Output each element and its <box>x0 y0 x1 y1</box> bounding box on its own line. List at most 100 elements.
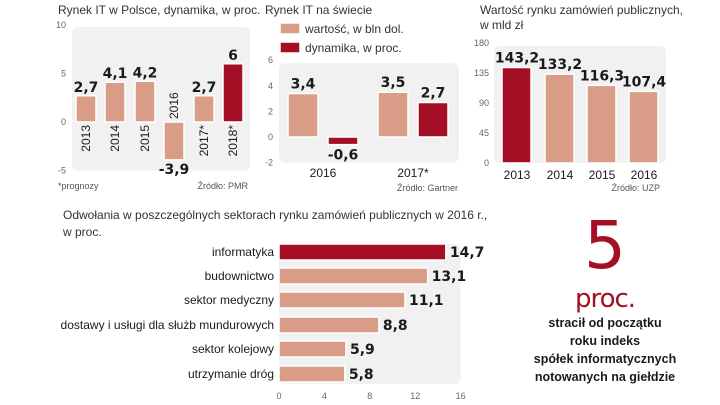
category-label: budownictwo <box>205 269 275 283</box>
data-label: 8,8 <box>383 318 408 334</box>
y-tick-label: 10 <box>56 20 66 30</box>
x-tick-label: 2015 <box>589 168 616 182</box>
y-tick-label: 90 <box>479 98 489 108</box>
y-tick-label: -5 <box>58 166 66 176</box>
category-label: informatyka <box>212 245 274 259</box>
data-label: 6 <box>228 48 238 64</box>
callout: 5 proc. stracił od początku roku indeks … <box>520 212 690 386</box>
category-label: sektor kolejowy <box>192 342 274 356</box>
x-tick-label: 2013 <box>504 168 531 182</box>
x-tick-label: 12 <box>410 391 420 401</box>
bar <box>544 73 575 164</box>
legend-label: wartość, w bln dol. <box>304 22 404 36</box>
y-tick-label: 0 <box>61 117 66 127</box>
chart-title: w mld zł <box>479 18 524 32</box>
data-label: 133,2 <box>538 57 582 73</box>
category-label: dostawy i usługi dla służb mundurowych <box>61 318 274 332</box>
bar <box>327 136 359 146</box>
y-tick-label: -2 <box>265 158 273 168</box>
callout-unit: proc. <box>574 284 636 314</box>
x-tick-label: 2017* <box>397 166 429 180</box>
callout-line: roku indeks <box>569 334 641 348</box>
data-label: 5,9 <box>350 342 375 358</box>
bar <box>163 121 185 161</box>
x-tick-label: 2014 <box>108 125 122 152</box>
data-label: 13,1 <box>432 269 467 285</box>
category-label: utrzymanie dróg <box>188 367 274 381</box>
data-label: 5,8 <box>349 367 374 383</box>
source-label: Źródło: Gartner <box>397 183 458 193</box>
data-label: 4,2 <box>133 65 158 81</box>
bar <box>193 95 215 123</box>
y-tick-label: 6 <box>268 55 273 65</box>
x-tick-label: 0 <box>276 391 281 401</box>
bar <box>134 80 156 123</box>
legend-label: dynamika, w proc. <box>305 41 402 55</box>
y-tick-label: 5 <box>61 69 66 79</box>
x-tick-label: 8 <box>367 391 372 401</box>
bar <box>278 340 347 358</box>
data-label: 2,7 <box>192 80 217 96</box>
bar <box>104 81 126 123</box>
bar <box>222 63 244 123</box>
footnote: *prognozy <box>58 181 99 191</box>
bar <box>417 101 449 138</box>
chart-title: Rynek IT w Polsce, dynamika, w proc. <box>58 3 261 17</box>
plot-background <box>279 63 459 163</box>
chart-title: w proc. <box>62 225 102 239</box>
bar <box>278 267 429 285</box>
chart-title: Rynek IT na świecie <box>265 3 372 17</box>
bar <box>278 291 406 309</box>
y-tick-label: 0 <box>268 132 273 142</box>
x-tick-label: 2015 <box>138 125 152 152</box>
data-label: 3,5 <box>381 75 406 91</box>
data-label: -0,6 <box>328 148 359 164</box>
data-label: 2,7 <box>74 80 99 96</box>
data-label: 2,7 <box>421 85 446 101</box>
callout-number: 5 <box>584 207 626 284</box>
legend-swatch <box>279 22 301 35</box>
x-tick-label: 2016 <box>310 166 337 180</box>
source-label: Źródło: UZP <box>611 183 660 193</box>
x-tick-label: 2016 <box>631 168 658 182</box>
data-label: 116,3 <box>580 68 624 84</box>
chart-title: Odwołania w poszczególnych sektorach ryn… <box>63 208 487 222</box>
chart-title: Wartość rynku zamówień publicznych, <box>480 3 683 17</box>
plot-background <box>494 45 666 163</box>
bar <box>586 84 617 164</box>
category-label: sektor medyczny <box>184 293 274 307</box>
plot-background <box>72 27 250 171</box>
bar <box>278 365 346 383</box>
x-tick-label: 2018* <box>226 125 240 157</box>
data-label: 107,4 <box>622 74 667 90</box>
x-tick-label: 2013 <box>79 125 93 152</box>
x-tick-label: 2016 <box>167 92 181 119</box>
plot-background <box>279 244 461 384</box>
data-label: 4,1 <box>103 66 128 82</box>
y-tick-label: 2 <box>268 106 273 116</box>
callout-line: stracił od początku <box>548 316 662 330</box>
y-tick-label: 45 <box>479 128 489 138</box>
bar <box>628 90 659 164</box>
legend-swatch <box>279 41 301 54</box>
x-tick-label: 4 <box>322 391 327 401</box>
y-tick-label: 135 <box>474 68 489 78</box>
data-label: 11,1 <box>409 293 444 309</box>
x-tick-label: 2017* <box>197 125 211 157</box>
bar <box>287 92 319 138</box>
bar <box>377 91 409 138</box>
data-label: 14,7 <box>450 245 485 261</box>
bar <box>501 66 532 164</box>
data-label: -3,9 <box>159 162 190 178</box>
bar <box>278 316 380 334</box>
source-label: Źródło: PMR <box>197 181 248 191</box>
y-tick-label: 4 <box>268 81 273 91</box>
y-tick-label: 0 <box>484 158 489 168</box>
bar <box>278 243 447 261</box>
y-tick-label: 180 <box>474 38 489 48</box>
callout-line: spółek informatycznych <box>533 352 677 366</box>
x-tick-label: 2014 <box>547 168 574 182</box>
callout-line: notowanych na giełdzie <box>534 370 676 384</box>
x-tick-label: 16 <box>456 391 466 401</box>
